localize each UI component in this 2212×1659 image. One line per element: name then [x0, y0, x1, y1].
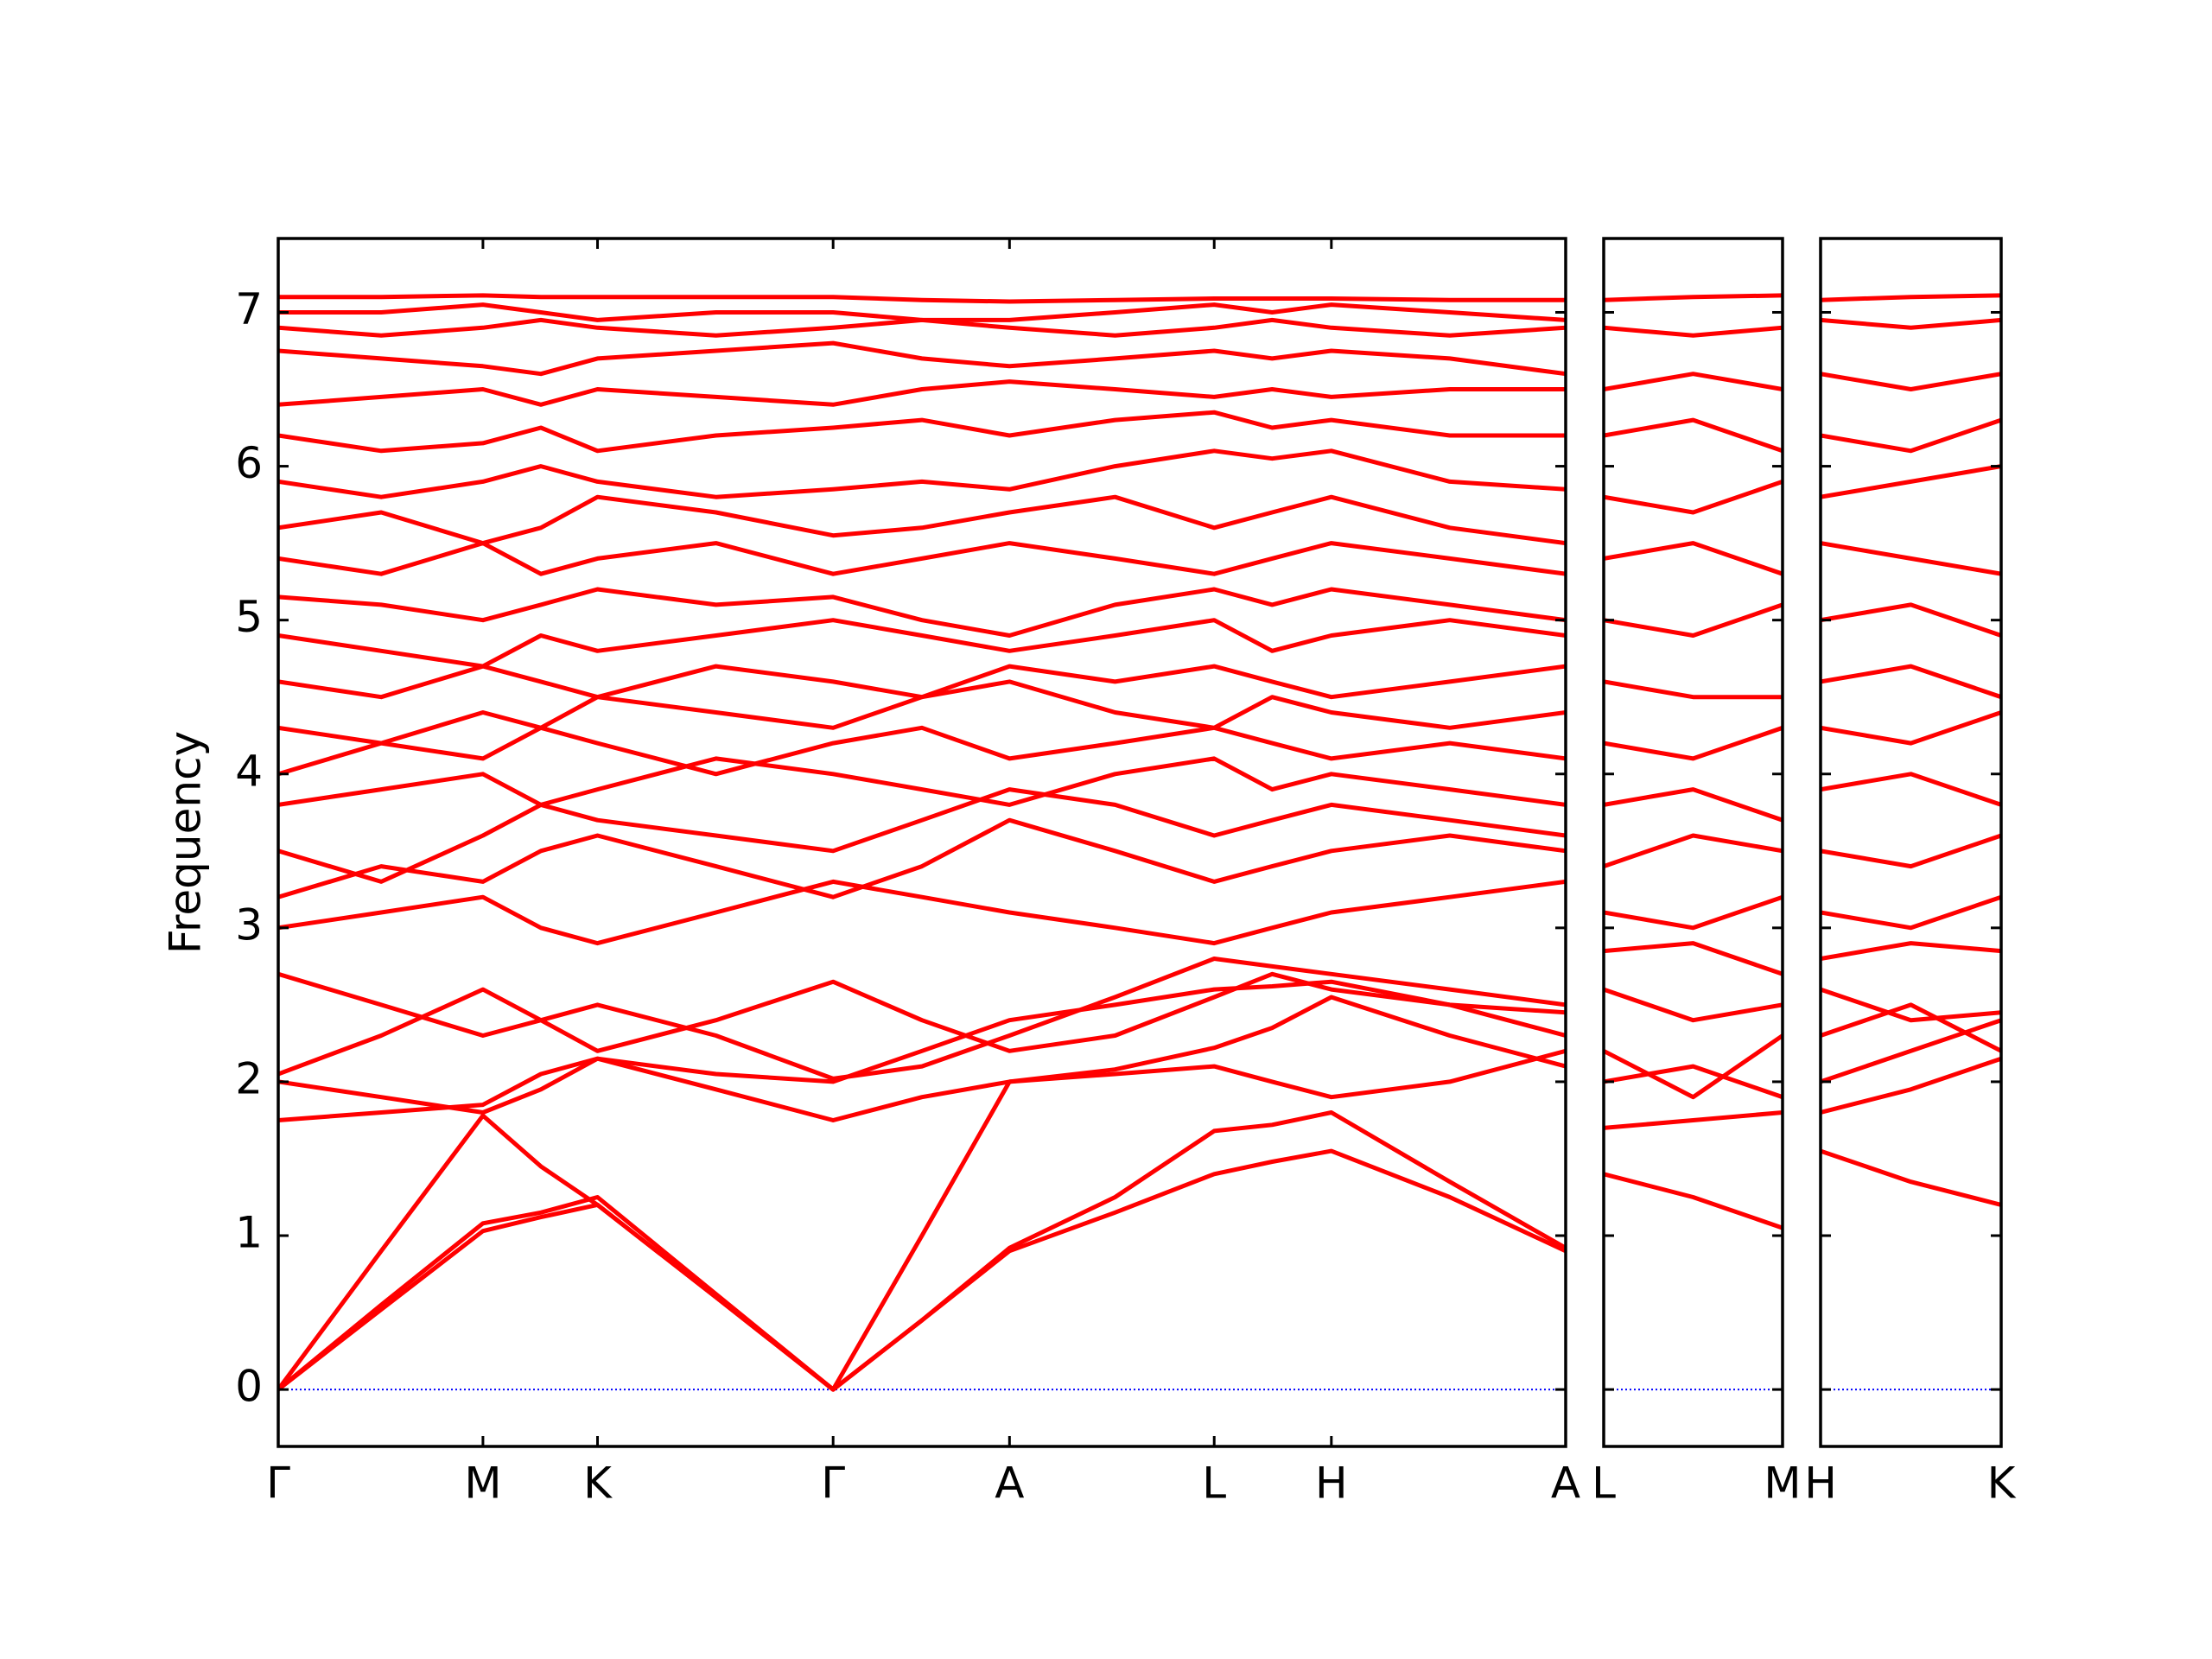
band-line [1604, 894, 1783, 931]
x-tick-label: H [1315, 1459, 1348, 1509]
band-line [278, 448, 1566, 499]
band-line [1821, 941, 2001, 961]
band-line [1821, 1148, 2001, 1207]
band-line [1604, 480, 1783, 515]
band-line [278, 379, 1566, 407]
band-line [1604, 372, 1783, 391]
x-tick-label: K [583, 1459, 613, 1509]
band-line [1821, 710, 2001, 746]
panel-frame [1602, 237, 1784, 1448]
band-line [1604, 1064, 1783, 1100]
band-line [1604, 325, 1783, 338]
band-line [278, 1148, 1566, 1392]
band-line [1821, 894, 2001, 931]
y-tick-label: 1 [235, 1208, 263, 1258]
x-tick-label: L [1202, 1459, 1226, 1509]
band-line [1604, 725, 1783, 761]
band-line [278, 817, 1566, 899]
band-line [1821, 1002, 2001, 1053]
band-line [278, 971, 1566, 1077]
plot-area [1604, 293, 1783, 1391]
band-line [1821, 772, 2001, 807]
band-line [1821, 664, 2001, 700]
x-tick-label: H [1804, 1459, 1837, 1509]
band-line [1604, 679, 1783, 700]
band-line [1821, 541, 2001, 576]
panel-frame [1819, 237, 2003, 1448]
y-tick-label: 5 [235, 592, 263, 642]
band-line [1821, 464, 2001, 499]
band-line [1604, 417, 1783, 454]
band-line [1821, 833, 2001, 869]
panel-frame [276, 237, 1567, 1448]
x-tick-label: A [1551, 1459, 1580, 1509]
plot-area [278, 293, 1566, 1392]
band-line [1604, 787, 1783, 823]
band-line [278, 879, 1566, 946]
band-line [1604, 541, 1783, 576]
y-tick-label: 6 [235, 438, 263, 488]
band-line [278, 787, 1566, 884]
x-tick-label: A [995, 1459, 1024, 1509]
x-tick-label: K [1987, 1459, 2017, 1509]
band-line [278, 725, 1566, 777]
band-line [1821, 293, 2001, 302]
band-line [278, 664, 1566, 700]
band-line [278, 756, 1566, 807]
x-tick-label: Γ [266, 1459, 290, 1509]
y-tick-label: 7 [235, 284, 263, 334]
band-line [1604, 987, 1783, 1023]
band-line [1821, 372, 2001, 391]
band-line [278, 494, 1566, 546]
band-line [278, 302, 1566, 322]
band-line [278, 957, 1566, 1081]
band-line [278, 1110, 1566, 1392]
band-line [1604, 602, 1783, 638]
band-line [1821, 417, 2001, 454]
band-line [1821, 1056, 2001, 1115]
band-line [278, 587, 1566, 638]
band-line [1604, 1110, 1783, 1130]
band-line [278, 340, 1566, 377]
band-line [1604, 1172, 1783, 1230]
y-axis-label: Frequency [161, 731, 211, 954]
band-line [1821, 317, 2001, 330]
band-line [278, 618, 1566, 669]
band-line [1821, 602, 2001, 638]
band-line [1821, 1018, 2001, 1084]
y-tick-label: 2 [235, 1053, 263, 1103]
band-line [278, 317, 1566, 338]
band-line [278, 541, 1566, 576]
y-tick-label: 3 [235, 899, 263, 950]
y-tick-label: 0 [235, 1362, 263, 1412]
band-line [278, 995, 1566, 1122]
band-line [278, 293, 1566, 304]
band-line [1604, 941, 1783, 976]
x-tick-label: Γ [821, 1459, 845, 1509]
y-tick-label: 4 [235, 746, 263, 796]
band-line [278, 1048, 1566, 1392]
x-tick-label: M [464, 1459, 501, 1509]
x-tick-label: L [1592, 1459, 1616, 1509]
band-line [278, 410, 1566, 454]
plot-area [1821, 293, 2001, 1391]
band-line [1821, 987, 2001, 1023]
x-tick-label: M [1764, 1459, 1801, 1509]
band-line [1604, 833, 1783, 868]
band-line [1604, 1033, 1783, 1100]
band-line [1604, 293, 1783, 302]
